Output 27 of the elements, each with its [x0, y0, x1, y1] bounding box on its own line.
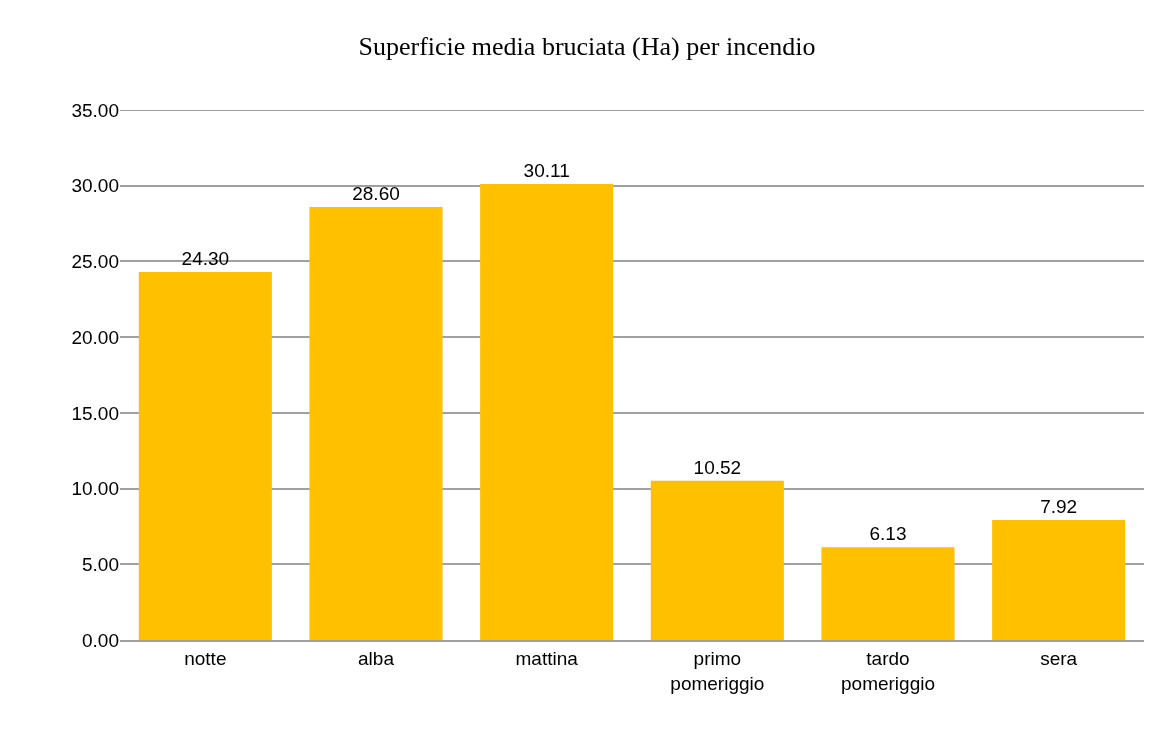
bar — [992, 520, 1126, 640]
y-tick-label: 15.00 — [71, 402, 119, 424]
data-label: 28.60 — [352, 182, 400, 204]
y-tick-label: 10.00 — [71, 478, 119, 500]
x-tick-label: mattina — [515, 647, 579, 669]
bar — [650, 480, 784, 640]
data-label: 30.11 — [523, 160, 570, 182]
data-label: 7.92 — [1040, 496, 1078, 518]
data-label: 6.13 — [869, 523, 907, 545]
bar — [309, 206, 443, 640]
chart-title: Superficie media bruciata (Ha) per incendio — [358, 32, 816, 62]
data-label: 10.52 — [693, 456, 742, 478]
x-tick-label: alba — [358, 647, 395, 669]
bar — [821, 547, 955, 640]
y-tick-label: 20.00 — [71, 326, 119, 348]
bar — [138, 272, 272, 640]
bar — [480, 184, 614, 640]
x-tick-label: primo pomeriggio — [670, 647, 765, 694]
y-tick-label: 5.00 — [82, 553, 119, 575]
y-tick-label: 25.00 — [71, 251, 119, 273]
data-label: 24.30 — [181, 248, 230, 270]
x-tick-label: sera — [1040, 647, 1078, 669]
y-tick-label: 0.00 — [82, 629, 119, 651]
x-tick-label: tardo pomeriggio — [841, 647, 935, 694]
y-tick-label: 35.00 — [71, 99, 119, 121]
y-tick-label: 30.00 — [71, 175, 119, 197]
x-tick-label: notte — [184, 647, 227, 669]
